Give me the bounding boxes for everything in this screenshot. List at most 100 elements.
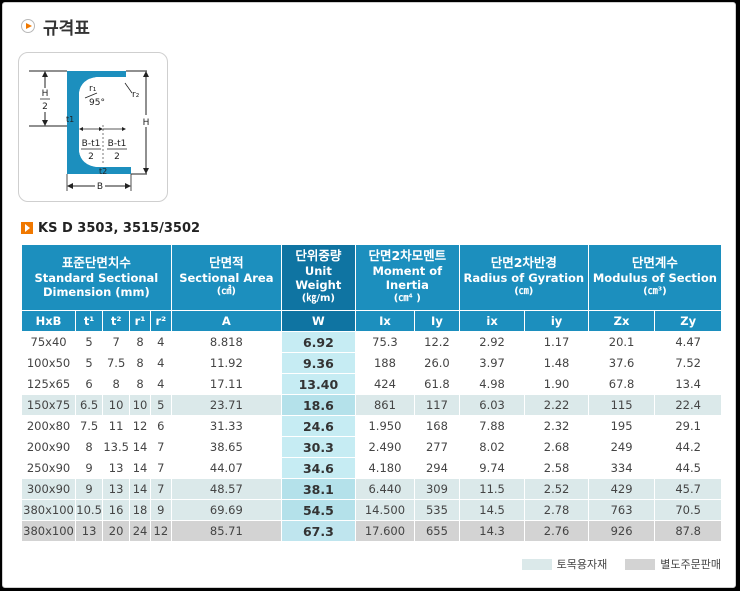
table-row: 300x90 9 13 14 7 48.57 38.1 6.440 309 11.5 2.52 429… bbox=[20, 478, 722, 500]
table-cell: 8 bbox=[129, 331, 151, 353]
table-cell: 10 bbox=[102, 394, 131, 416]
channel-shape bbox=[67, 71, 131, 174]
table-cell: 125x65 bbox=[20, 373, 77, 395]
group-header-inertia: 단면2차모멘트 Moment of Inertia (㎝⁴ ) bbox=[354, 244, 460, 311]
standard-label: KS D 3503, 3515/3502 bbox=[38, 220, 201, 236]
r2-label: r₂ bbox=[132, 90, 140, 100]
table-cell: 7.88 bbox=[458, 415, 526, 437]
col-header: Iy bbox=[414, 310, 460, 332]
table-cell: 655 bbox=[414, 520, 460, 542]
col-header: r² bbox=[149, 310, 172, 332]
table-cell: 249 bbox=[587, 436, 656, 458]
table-cell: 23.71 bbox=[170, 394, 282, 416]
table-cell: 168 bbox=[414, 415, 460, 437]
legend-label-order: 별도주문판매 bbox=[660, 558, 721, 571]
bt1-a-top-label: B-t1 bbox=[82, 139, 101, 149]
group-header-weight: 단위중량 Unit Weight (㎏/m) bbox=[280, 244, 356, 311]
table-cell: 87.8 bbox=[654, 520, 722, 542]
group-kr: 표준단면치수 bbox=[61, 255, 131, 270]
table-cell: 195 bbox=[587, 415, 656, 437]
table-cell: 115 bbox=[587, 394, 656, 416]
table-row: 380x100 10.5 16 18 9 69.69 54.5 14.500 535 14.5 2.… bbox=[20, 499, 722, 521]
legend: 토목용자재 별도주문판매 bbox=[504, 556, 721, 572]
bt1-a-bot-label: 2 bbox=[88, 152, 94, 162]
table-row: 125x65 6 8 8 4 17.11 13.40 424 61.8 4.98 1.90 67.8 1… bbox=[20, 373, 722, 395]
col-header: iy bbox=[524, 310, 589, 332]
group-kr: 단위중량 bbox=[295, 248, 342, 263]
table-cell: 309 bbox=[414, 478, 460, 500]
play-circle-icon bbox=[21, 19, 35, 33]
table-cell: 2.52 bbox=[524, 478, 589, 500]
table-row: 200x80 7.5 11 12 6 31.33 24.6 1.950 168 7.88 2.32 1… bbox=[20, 415, 722, 437]
group-unit: (㎝) bbox=[514, 286, 534, 297]
group-en: Radius of Gyration bbox=[463, 271, 585, 285]
col-header: HxB bbox=[20, 310, 77, 332]
table-cell: 6.92 bbox=[280, 331, 356, 353]
table-cell: 1.17 bbox=[524, 331, 589, 353]
t2-label: t2 bbox=[99, 167, 107, 176]
col-header: Zy bbox=[654, 310, 722, 332]
table-cell: 8.818 bbox=[170, 331, 282, 353]
angle-label: 95° bbox=[89, 98, 105, 108]
table-cell: 200x90 bbox=[20, 436, 77, 458]
r1-leader bbox=[84, 92, 98, 99]
table-cell: 2.92 bbox=[458, 331, 526, 353]
table-cell: 44.07 bbox=[170, 457, 282, 479]
table-cell: 8 bbox=[129, 373, 151, 395]
r2-leader bbox=[124, 82, 133, 94]
table-cell: 380x100 bbox=[20, 499, 77, 521]
table-body: 75x40 5 7 8 4 8.818 6.92 75.3 12.2 2.92 1.17 20.1 4.… bbox=[20, 331, 722, 542]
group-en: Moment of Inertia bbox=[372, 264, 443, 292]
table-cell: 7 bbox=[102, 331, 131, 353]
table-cell: 9.36 bbox=[280, 352, 356, 374]
table-row: 250x90 9 13 14 7 44.07 34.6 4.180 294 9.74 2.58 334… bbox=[20, 457, 722, 479]
legend-swatch-order bbox=[625, 558, 656, 570]
table-cell: 29.1 bbox=[654, 415, 722, 437]
channel-section-diagram: H 2 H r₁ r₂ 95° t1 B-t1 2 bbox=[18, 52, 168, 202]
col-header: Zx bbox=[587, 310, 656, 332]
page-title: 규격표 bbox=[43, 18, 90, 39]
table-cell: 200x80 bbox=[20, 415, 77, 437]
legend-item-civil: 토목용자재 bbox=[521, 556, 607, 572]
col-header: Ix bbox=[354, 310, 416, 332]
table-cell: 85.71 bbox=[170, 520, 282, 542]
table-cell: 277 bbox=[414, 436, 460, 458]
group-header-gyration: 단면2차반경 Radius of Gyration (㎝) bbox=[458, 244, 589, 311]
table-cell: 2.68 bbox=[524, 436, 589, 458]
table-cell: 9 bbox=[149, 499, 172, 521]
table-cell: 14 bbox=[129, 436, 151, 458]
table-cell: 12 bbox=[129, 415, 151, 437]
table-cell: 38.65 bbox=[170, 436, 282, 458]
table-cell: 5 bbox=[149, 394, 172, 416]
page-header: 규격표 bbox=[21, 15, 90, 39]
label-bg bbox=[38, 88, 52, 112]
table-row: 150x75 6.5 10 10 5 23.71 18.6 861 117 6.03 2.22 115… bbox=[20, 394, 722, 416]
table-cell: 4 bbox=[149, 331, 172, 353]
table-cell: 13 bbox=[102, 457, 131, 479]
table-cell: 7 bbox=[149, 457, 172, 479]
group-unit: (㎝⁴ ) bbox=[393, 293, 421, 304]
table-cell: 150x75 bbox=[20, 394, 77, 416]
arrow-head bbox=[79, 127, 83, 131]
table-cell: 6.03 bbox=[458, 394, 526, 416]
legend-item-order: 별도주문판매 bbox=[625, 556, 721, 572]
table-cell: 11 bbox=[102, 415, 131, 437]
group-kr: 단면적 bbox=[209, 255, 244, 270]
table-cell: 44.5 bbox=[654, 457, 722, 479]
table-cell: 8.02 bbox=[458, 436, 526, 458]
table-cell: 13 bbox=[75, 520, 104, 542]
group-unit: (㎏/m) bbox=[301, 293, 335, 304]
arrow-head bbox=[99, 127, 103, 131]
table-cell: 4.180 bbox=[354, 457, 416, 479]
arrow-head bbox=[42, 120, 48, 126]
col-header: r¹ bbox=[129, 310, 151, 332]
arrow-head bbox=[125, 183, 131, 189]
table-cell: 18 bbox=[129, 499, 151, 521]
table-cell: 250x90 bbox=[20, 457, 77, 479]
h-half-top-label: H bbox=[42, 89, 49, 99]
col-header: ix bbox=[458, 310, 526, 332]
arrow-head bbox=[122, 127, 126, 131]
table-cell: 117 bbox=[414, 394, 460, 416]
group-kr: 단면2차모멘트 bbox=[368, 248, 447, 263]
